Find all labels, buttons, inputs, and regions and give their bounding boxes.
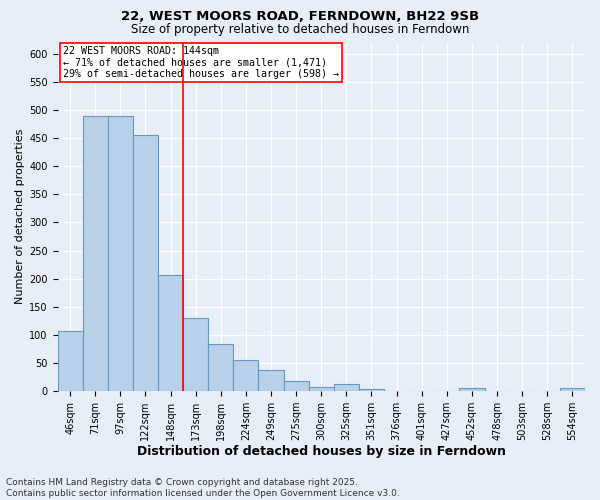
Bar	[334, 384, 359, 391]
Bar	[208, 344, 233, 391]
Text: 22, WEST MOORS ROAD, FERNDOWN, BH22 9SB: 22, WEST MOORS ROAD, FERNDOWN, BH22 9SB	[121, 10, 479, 23]
Bar	[233, 360, 259, 391]
Bar	[83, 116, 108, 391]
Bar	[58, 331, 83, 391]
Bar	[460, 388, 485, 391]
Bar	[308, 386, 334, 391]
Bar	[359, 390, 384, 391]
Text: 22 WEST MOORS ROAD: 144sqm
← 71% of detached houses are smaller (1,471)
29% of s: 22 WEST MOORS ROAD: 144sqm ← 71% of deta…	[63, 46, 339, 79]
Bar	[284, 381, 308, 391]
Bar	[434, 390, 460, 391]
Bar	[485, 390, 509, 391]
Bar	[158, 274, 183, 391]
Y-axis label: Number of detached properties: Number of detached properties	[15, 129, 25, 304]
Bar	[133, 136, 158, 391]
Bar	[535, 390, 560, 391]
Bar	[560, 388, 585, 391]
Bar	[409, 390, 434, 391]
Bar	[384, 390, 409, 391]
Bar	[509, 390, 535, 391]
Bar	[259, 370, 284, 391]
Bar	[183, 318, 208, 391]
Bar	[108, 116, 133, 391]
X-axis label: Distribution of detached houses by size in Ferndown: Distribution of detached houses by size …	[137, 444, 506, 458]
Text: Contains HM Land Registry data © Crown copyright and database right 2025.
Contai: Contains HM Land Registry data © Crown c…	[6, 478, 400, 498]
Text: Size of property relative to detached houses in Ferndown: Size of property relative to detached ho…	[131, 22, 469, 36]
